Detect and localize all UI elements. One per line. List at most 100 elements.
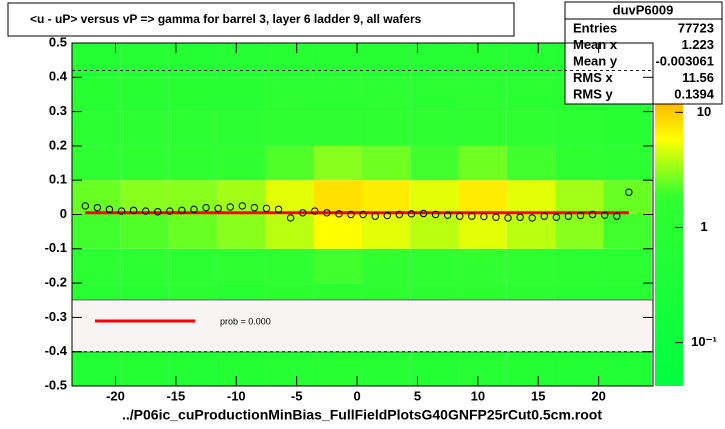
profile-point xyxy=(600,211,609,219)
heat-cell xyxy=(72,145,121,181)
heat-cell xyxy=(216,248,266,284)
profile-point xyxy=(274,205,283,214)
profile-point xyxy=(516,213,524,221)
profile-point xyxy=(540,212,548,220)
z-tick-label: 10⁻¹ xyxy=(691,334,717,349)
profile-point xyxy=(383,211,391,220)
stats-value: 1.223 xyxy=(681,37,714,52)
legend-label: prob = 0.000 xyxy=(220,316,271,326)
heat-cell xyxy=(361,351,411,386)
heat-cell xyxy=(458,111,507,146)
heat-cell xyxy=(72,111,121,146)
heat-cell xyxy=(410,351,459,386)
heat-cell xyxy=(265,145,314,181)
heat-cell xyxy=(506,111,556,146)
heat-cell xyxy=(265,214,314,249)
profile-point xyxy=(93,203,102,212)
y-tick-label: -0.3 xyxy=(45,309,67,324)
heat-cell xyxy=(216,111,266,146)
heat-cell xyxy=(168,145,217,181)
heat-cell xyxy=(216,77,266,112)
profile-point xyxy=(238,202,247,210)
heat-cell xyxy=(555,214,604,249)
stats-title: duvP6009 xyxy=(613,2,674,17)
profile-point xyxy=(347,210,355,219)
x-tick-label: 5 xyxy=(414,388,421,403)
heat-cell xyxy=(265,43,314,78)
y-tick-label: 0.4 xyxy=(49,69,68,84)
chart-title: <u - uP> versus vP => gamma for barrel 3… xyxy=(30,12,422,26)
heat-cell xyxy=(168,248,217,284)
heat-cell xyxy=(168,77,217,112)
heat-cell xyxy=(458,77,507,112)
profile-point xyxy=(154,208,162,216)
heat-cell xyxy=(603,111,652,146)
profile-point xyxy=(359,210,367,219)
profile-point xyxy=(456,212,464,220)
heat-cell xyxy=(410,43,459,78)
heat-cell xyxy=(555,351,604,386)
profile-point xyxy=(371,212,379,220)
y-tick-label: -0.5 xyxy=(45,377,67,392)
heat-cell xyxy=(168,111,217,146)
heat-cell xyxy=(506,248,556,284)
x-tick-label: 10 xyxy=(471,388,485,403)
heat-cell xyxy=(410,214,459,249)
y-tick-label: 0.2 xyxy=(49,137,67,152)
heat-cell xyxy=(168,43,217,78)
heat-cell xyxy=(555,180,604,215)
profile-point xyxy=(81,202,89,210)
profile-point xyxy=(395,210,404,219)
legend-box xyxy=(71,299,654,353)
heat-cell xyxy=(506,77,556,112)
heat-cell xyxy=(603,180,652,215)
heat-cell xyxy=(361,43,411,78)
profile-point xyxy=(214,204,222,213)
heat-cell xyxy=(120,180,169,215)
heat-cell xyxy=(313,43,362,78)
z-tick-label: 10 xyxy=(697,104,711,119)
profile-point xyxy=(117,207,126,215)
profile-point xyxy=(250,203,259,212)
heat-cell xyxy=(506,214,556,249)
heat-cell xyxy=(361,145,411,181)
heat-cell xyxy=(603,351,652,386)
heat-cell xyxy=(168,351,217,386)
heat-cell xyxy=(458,248,507,284)
heat-cell xyxy=(361,180,411,215)
heat-cell xyxy=(410,145,459,181)
heat-cell xyxy=(361,248,411,284)
y-tick-label: -0.1 xyxy=(45,240,67,255)
heat-cell xyxy=(72,43,121,78)
stats-value: 77723 xyxy=(678,20,714,35)
profile-point xyxy=(625,188,633,196)
x-tick-label: -20 xyxy=(106,388,125,403)
heat-cell xyxy=(361,77,411,112)
heat-cell xyxy=(216,43,266,78)
profile-point xyxy=(431,210,440,219)
heat-cell xyxy=(72,351,121,386)
profile-point xyxy=(262,204,271,213)
profile-point xyxy=(419,209,428,218)
x-tick-label: 0 xyxy=(353,388,360,403)
profile-point xyxy=(129,206,138,215)
profile-point xyxy=(480,212,488,221)
profile-point xyxy=(588,210,597,219)
heat-cell xyxy=(313,214,362,249)
heat-cell xyxy=(313,145,362,181)
heat-cell xyxy=(313,351,362,386)
profile-point xyxy=(202,203,210,212)
stats-value: -0.003061 xyxy=(655,53,714,68)
x-tick-label: -10 xyxy=(227,388,246,403)
profile-point xyxy=(299,209,307,217)
heat-cell xyxy=(265,111,314,146)
profile-point xyxy=(226,203,234,211)
profile-point xyxy=(468,212,476,220)
heat-cell xyxy=(506,180,556,215)
profile-point xyxy=(443,211,452,219)
heat-cell xyxy=(265,180,314,215)
x-tick-label: 20 xyxy=(591,388,605,403)
heat-cell xyxy=(72,214,121,249)
heat-cell xyxy=(506,43,556,78)
